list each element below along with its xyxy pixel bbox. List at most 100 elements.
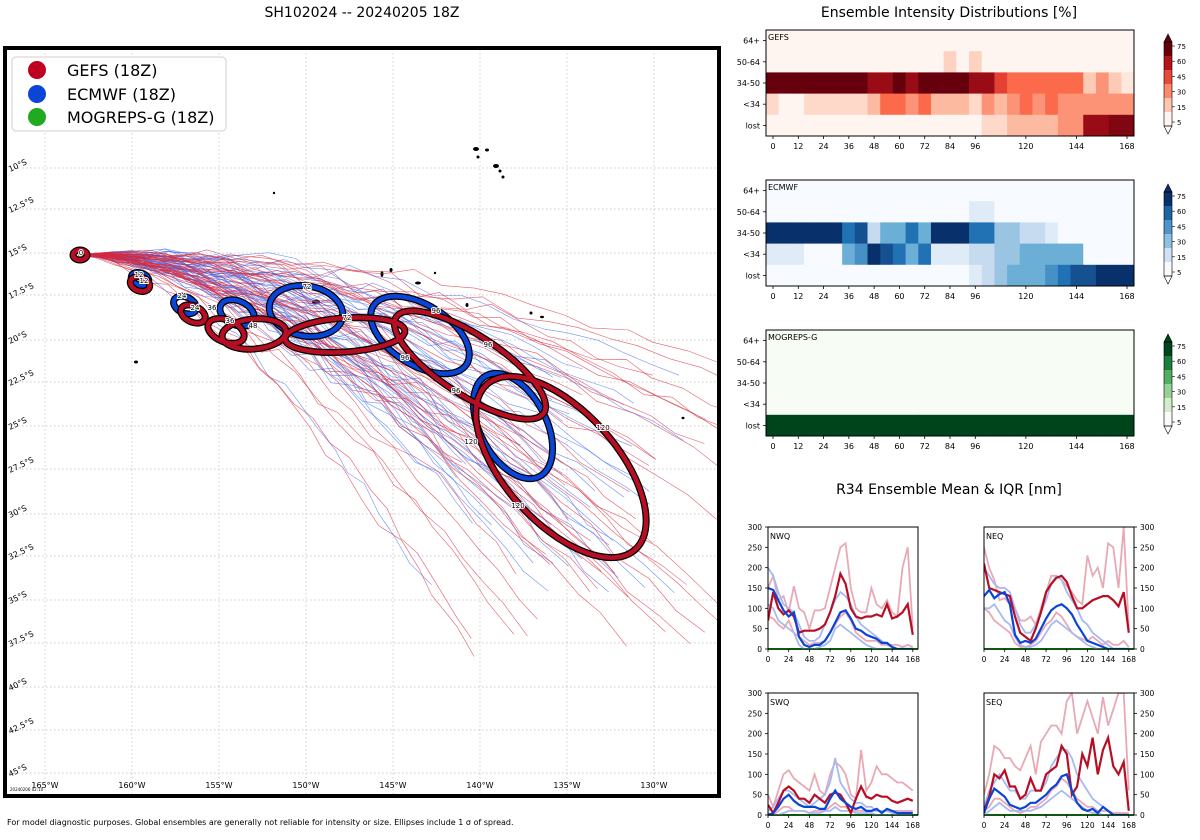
- heatmap-cell: [842, 372, 856, 395]
- intensity-heatmaps: GEFS 64+ 50-64 34-50 <34 lost 0 12 24 36 48 60 72 84 9…: [737, 29, 1186, 451]
- heatmap-cell: [804, 330, 818, 352]
- colorbar-tick-label: 45: [1177, 373, 1186, 381]
- x-tick-label: 96: [846, 821, 856, 830]
- colorbar-segment: [1164, 112, 1172, 127]
- x-tick-label: 60: [894, 142, 904, 151]
- colorbar-segment: [1164, 356, 1172, 371]
- heatmap-cell: [880, 180, 894, 202]
- heatmap-cell: [1083, 222, 1097, 245]
- heatmap-cell: [854, 351, 869, 373]
- lon-label: 150°W: [292, 781, 319, 790]
- y-tick-label: 50: [752, 791, 762, 800]
- x-tick-label: 12: [793, 142, 803, 151]
- heatmap-cell: [842, 51, 856, 73]
- row-label: lost: [746, 421, 760, 430]
- heatmap-cell: [905, 93, 919, 116]
- colorbar-segment: [1164, 262, 1172, 277]
- heatmap-cell: [829, 30, 843, 52]
- colorbar-tick-label: 30: [1177, 389, 1186, 397]
- heatmap-cell: [969, 222, 983, 245]
- heatmap-cell: [1070, 243, 1084, 266]
- heatmap-cell: [930, 351, 945, 373]
- heatmap-cell: [778, 243, 792, 266]
- series-ecmwf-mean: [768, 586, 913, 649]
- heatmap-cell: [994, 180, 1008, 202]
- legend-mogreps-label: MOGREPS-G (18Z): [67, 108, 214, 127]
- heatmap-cell: [943, 51, 957, 73]
- heatmap-cell: [854, 72, 869, 95]
- y-tick-label: 150: [1140, 750, 1155, 759]
- heatmap-cell: [1095, 243, 1110, 266]
- heatmap-cell: [867, 393, 881, 416]
- heatmap-cell: [829, 222, 843, 245]
- heatmap-cell: [994, 114, 1008, 137]
- y-tick-label: 150: [748, 750, 763, 759]
- heatmap-cell: [930, 51, 945, 73]
- heatmap-cell: [778, 114, 792, 137]
- heatmap-cell: [804, 222, 818, 245]
- heatmap-cell: [854, 264, 869, 287]
- x-tick-label: 24: [1000, 821, 1010, 830]
- heatmap-cell: [1032, 30, 1046, 52]
- heatmap-cell: [1070, 414, 1084, 437]
- heatmap-cell: [1019, 243, 1033, 266]
- heatmap-cell: [842, 180, 856, 202]
- heatmap-cell: [918, 414, 932, 437]
- colorbar-tick-label: 15: [1177, 104, 1186, 112]
- y-tick-label: 300: [1140, 689, 1155, 698]
- heatmap-cell: [816, 372, 830, 395]
- heatmap-cell: [1007, 201, 1021, 223]
- heatmap-cell: [778, 222, 792, 245]
- heatmap-cell: [930, 93, 945, 116]
- heatmap-cell: [804, 51, 818, 73]
- lon-label: 155°W: [205, 781, 232, 790]
- lon-label: 145°W: [379, 781, 406, 790]
- heatmap-cell: [1121, 393, 1135, 416]
- heatmap-cell: [1070, 114, 1084, 137]
- heatmap-cell: [1007, 243, 1021, 266]
- x-tick-label: 24: [784, 655, 794, 664]
- heatmap-cell: [880, 114, 894, 137]
- heatmap-cell: [829, 201, 843, 223]
- heatmap-cell: [981, 72, 995, 95]
- track-line: [78, 254, 534, 564]
- heatmap-cell: [854, 201, 869, 223]
- heatmap-cell: [930, 72, 945, 95]
- colorbar-tick-label: 45: [1177, 223, 1186, 231]
- heatmap-cell: [1070, 372, 1084, 395]
- x-tick-label: 168: [1119, 142, 1134, 151]
- heatmap-cell: [1045, 51, 1059, 73]
- svg-text:36: 36: [208, 304, 217, 312]
- lat-label: 40°S: [7, 677, 28, 693]
- series-gefs-iqr-high: [768, 749, 914, 810]
- x-tick-label: 168: [1119, 292, 1134, 301]
- heatmap-cell: [880, 222, 894, 245]
- r34-panel-label: SEQ: [986, 698, 1002, 707]
- colorbar-segment: [1164, 412, 1172, 427]
- heatmap-cell: [943, 372, 957, 395]
- heatmap-cell: [930, 114, 945, 137]
- x-tick-label: 120: [1018, 292, 1033, 301]
- heatmap-cell: [943, 243, 957, 266]
- colorbar-tick-label: 75: [1177, 193, 1186, 201]
- legend-gefs-marker: [28, 61, 46, 79]
- heatmap-cell: [969, 201, 983, 223]
- x-tick-label: 60: [894, 292, 904, 301]
- heatmap-cell: [981, 222, 995, 245]
- heatmap-cell: [1045, 351, 1059, 373]
- heatmap-cell: [1032, 114, 1046, 137]
- svg-text:24: 24: [191, 304, 200, 312]
- heatmap-cell: [880, 51, 894, 73]
- svg-text:120: 120: [464, 438, 477, 446]
- x-tick-label: 168: [1122, 821, 1137, 830]
- heatmap-cell: [1121, 330, 1135, 352]
- ellipse-hour-labels: 0 12 12 24 24 36 36 48 72 72 96 96 96 96…: [78, 248, 611, 511]
- heatmap-cell: [867, 372, 881, 395]
- heatmap-cell: [791, 201, 805, 223]
- gefs-ellipses: [70, 247, 649, 560]
- heatmap-cell: [918, 243, 932, 266]
- heatmap-cell: [867, 414, 881, 437]
- r34-panel-neq: NEQ 0 50 100 150 200 250 300 0 24 48 72 96 120 144 168: [982, 523, 1155, 664]
- heatmap-cell: [816, 201, 830, 223]
- heatmap-cell: [842, 201, 856, 223]
